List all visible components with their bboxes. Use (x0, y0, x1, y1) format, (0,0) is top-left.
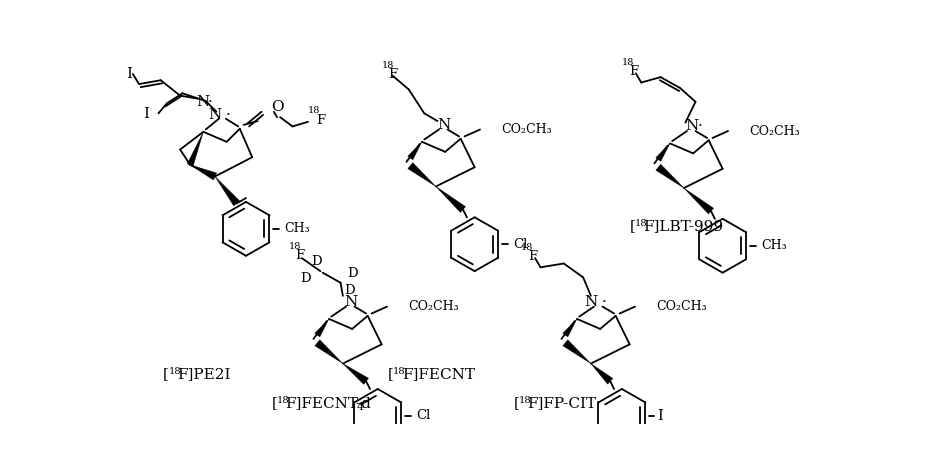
Text: F: F (295, 249, 304, 262)
Text: D: D (311, 255, 322, 268)
Text: ·: · (207, 95, 211, 109)
Text: CO₂CH₃: CO₂CH₃ (655, 300, 706, 313)
Polygon shape (190, 165, 216, 180)
Text: I: I (656, 409, 662, 423)
Polygon shape (314, 319, 329, 337)
Text: CH₃: CH₃ (761, 239, 786, 252)
Text: N: N (684, 119, 698, 133)
Text: Cl: Cl (416, 409, 430, 422)
Text: F]PE2I: F]PE2I (177, 367, 230, 381)
Text: [: [ (513, 397, 518, 411)
Polygon shape (215, 177, 240, 206)
Text: F]FECNT: F]FECNT (401, 367, 474, 381)
Polygon shape (683, 188, 713, 214)
Text: O: O (270, 100, 283, 114)
Text: 18: 18 (518, 396, 531, 405)
Text: I: I (126, 67, 132, 81)
Text: F]FP-CIT: F]FP-CIT (527, 397, 596, 411)
Polygon shape (590, 364, 613, 384)
Text: F]LBT-999: F]LBT-999 (643, 219, 723, 234)
Text: [: [ (163, 367, 169, 381)
Polygon shape (314, 340, 343, 364)
Polygon shape (343, 364, 368, 384)
Text: ·: · (226, 108, 230, 122)
Polygon shape (187, 132, 203, 166)
Polygon shape (408, 142, 421, 160)
Text: CH₃: CH₃ (284, 222, 310, 235)
Text: CO₂CH₃: CO₂CH₃ (500, 123, 551, 136)
Text: 18: 18 (288, 242, 301, 251)
Text: D: D (300, 272, 311, 286)
Text: CO₂CH₃: CO₂CH₃ (408, 300, 458, 313)
Text: I: I (143, 107, 149, 121)
Text: 18: 18 (520, 243, 533, 252)
Text: N: N (344, 295, 357, 309)
Text: N: N (583, 295, 597, 309)
Polygon shape (408, 163, 435, 187)
Text: [: [ (629, 219, 634, 234)
Text: N: N (196, 95, 210, 109)
Text: F: F (315, 114, 325, 127)
Text: 18: 18 (381, 61, 394, 70)
Text: ·: · (697, 119, 702, 133)
Text: Cl: Cl (513, 238, 527, 251)
Text: F: F (528, 250, 536, 263)
Text: 4: 4 (357, 402, 363, 412)
Polygon shape (435, 187, 465, 212)
Text: N: N (208, 108, 221, 122)
Polygon shape (563, 319, 577, 337)
Text: 18: 18 (621, 58, 633, 67)
Text: ·: · (601, 295, 606, 309)
Text: 18: 18 (308, 106, 320, 115)
Text: D: D (345, 284, 355, 297)
Text: [: [ (387, 367, 394, 381)
Text: CO₂CH₃: CO₂CH₃ (749, 125, 799, 138)
Text: F: F (388, 69, 397, 81)
Text: 18: 18 (168, 367, 181, 376)
Text: N: N (436, 118, 449, 132)
Text: 18: 18 (393, 367, 405, 376)
Text: F: F (628, 65, 637, 78)
Text: D: D (346, 267, 357, 280)
Polygon shape (655, 164, 683, 188)
Text: F]FECNT-d: F]FECNT-d (285, 397, 371, 411)
Text: 18: 18 (634, 219, 647, 228)
Text: [: [ (271, 397, 278, 411)
Text: 18: 18 (277, 396, 289, 405)
Polygon shape (655, 143, 669, 161)
Polygon shape (563, 340, 590, 364)
